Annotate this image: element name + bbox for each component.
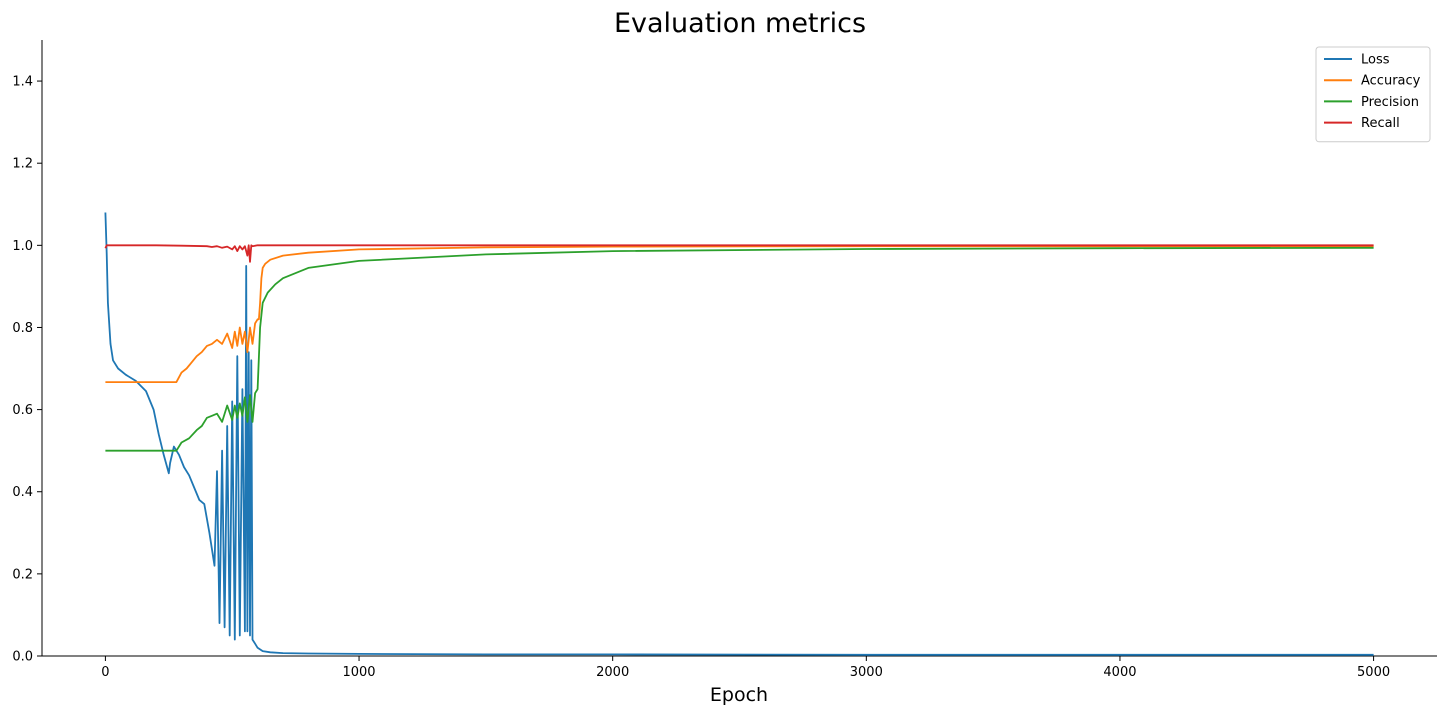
legend-box <box>1315 46 1431 143</box>
y-tick-label: 0.2 <box>12 567 33 582</box>
series-line-accuracy <box>105 245 1374 384</box>
legend-label-precision: Precision <box>1361 95 1419 110</box>
y-tick-label: 1.2 <box>12 157 33 172</box>
legend-label-recall: Recall <box>1361 116 1400 131</box>
x-tick-label: 1000 <box>342 665 375 680</box>
y-tick-label: 1.4 <box>12 75 33 90</box>
x-tick-label: 4000 <box>1103 665 1136 680</box>
series-line-recall <box>104 244 1374 263</box>
x-tick-label: 5000 <box>1357 665 1390 680</box>
legend-label-accuracy: Accuracy <box>1361 74 1421 89</box>
legend: Loss Accuracy Precision Recall <box>1315 46 1431 143</box>
x-tick-label: 0 <box>101 665 109 680</box>
axes: 0 1000 2000 3000 4000 5000 0.0 0.2 0.4 0.6 0.8 1.0 1… <box>12 40 1437 680</box>
y-tick-label: 0.6 <box>12 403 33 418</box>
y-tick-label: 0.0 <box>12 650 33 665</box>
y-tick-label: 0.4 <box>12 485 33 500</box>
x-tick-label: 2000 <box>596 665 629 680</box>
x-axis-label: Epoch <box>710 684 768 706</box>
x-tick-label: 3000 <box>850 665 883 680</box>
y-tick-label: 1.0 <box>12 239 33 254</box>
series-lines <box>104 212 1374 656</box>
legend-label-loss: Loss <box>1361 53 1390 68</box>
chart-title: Evaluation metrics <box>614 8 866 39</box>
series-line-precision <box>105 246 1374 452</box>
y-tick-label: 0.8 <box>12 321 33 336</box>
series-line-loss <box>104 212 1374 656</box>
